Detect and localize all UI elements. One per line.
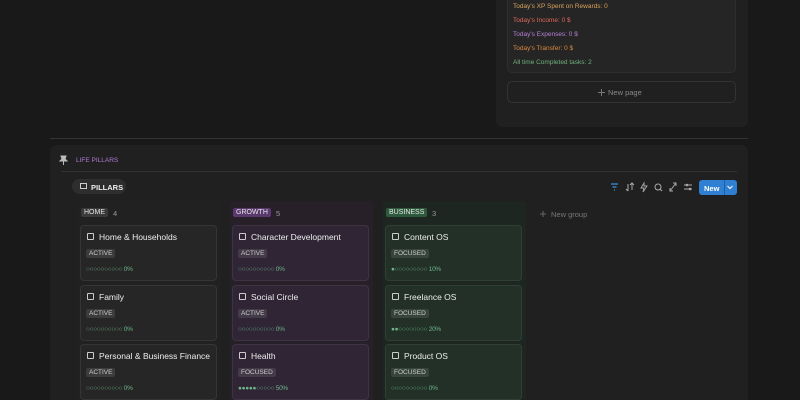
toolbar[interactable] (608, 181, 696, 193)
card-title: Product OS (404, 351, 448, 361)
card-icon (239, 233, 246, 240)
card-icon (392, 352, 399, 359)
new-group-label: New group (551, 210, 588, 219)
status-tag: ACTIVE (86, 249, 116, 258)
progress-bar: ○○○○○○○○○○ 0% (238, 266, 285, 273)
stat-line: Today's XP Spent on Rewards: 0 (513, 3, 608, 10)
card-title: Social Circle (251, 291, 299, 302)
status-tag: FOCUSED (238, 368, 276, 377)
new-page-button[interactable]: New page (507, 81, 736, 103)
card-title: Health (251, 351, 276, 361)
group-count: 3 (432, 209, 437, 218)
status-tag: FOCUSED (391, 249, 429, 258)
stat-line: Today's Expenses: 0 $ (513, 31, 578, 38)
pillar-card[interactable]: Personal & Business Finance ACTIVE ○○○○○○○… (80, 344, 217, 400)
card-icon (239, 352, 246, 359)
pillar-card[interactable]: Health FOCUSED ●●●●●○○○○○ 50% (232, 344, 369, 400)
group-count: 5 (276, 209, 281, 218)
group-tag[interactable]: HOME (81, 208, 108, 217)
pillar-card[interactable]: Freelance OS FOCUSED ●●○○○○○○○○ 20% (385, 284, 522, 341)
progress-bar: ●●●●●○○○○○ 50% (238, 385, 288, 392)
status-tag: ACTIVE (86, 368, 116, 377)
card-title: Character Development (251, 232, 341, 242)
new-button[interactable]: New (699, 180, 737, 195)
section-rule (62, 171, 737, 172)
divider (50, 138, 748, 139)
chevron (727, 185, 733, 190)
card-title: Home & Households (99, 232, 177, 242)
stat-line: All time Completed tasks: 2 (513, 59, 592, 66)
status-tag: ACTIVE (238, 308, 268, 318)
status-tag: FOCUSED (391, 368, 429, 377)
card-icon (87, 233, 94, 240)
stats-box (507, 0, 736, 73)
group-tag[interactable]: GROWTH (233, 208, 271, 217)
stat-line: Today's Transfer: 0 $ (513, 45, 574, 52)
progress-bar: ○○○○○○○○○○ 0% (391, 385, 438, 392)
card-title: Family (99, 291, 125, 302)
progress-bar: ●○○○○○○○○○ 10% (391, 266, 441, 273)
card-title: Freelance OS (404, 291, 457, 302)
card-icon (87, 292, 94, 300)
status-tag: ACTIVE (86, 308, 116, 318)
stat-line: Today's Income: 0 $ (513, 17, 571, 24)
card-icon (239, 292, 246, 300)
plus-icon (598, 89, 605, 96)
status-tag: FOCUSED (391, 308, 429, 318)
progress-bar: ○○○○○○○○○○ 0% (86, 325, 133, 333)
plus-icon (540, 211, 546, 217)
card-icon (392, 292, 399, 300)
progress-bar: ○○○○○○○○○○ 0% (86, 385, 133, 392)
card-icon (87, 352, 94, 359)
new-page-label: New page (608, 88, 642, 97)
pillar-card[interactable]: Family ACTIVE ○○○○○○○○○○ 0% (80, 284, 217, 341)
pin-icon (59, 155, 68, 165)
button-split (724, 180, 725, 195)
card-title: Content OS (404, 232, 449, 242)
pillar-card[interactable]: Content OS FOCUSED ●○○○○○○○○○ 10% (385, 225, 522, 281)
pillar-card[interactable]: Social Circle ACTIVE ○○○○○○○○○○ 0% (232, 284, 369, 341)
status-tag: ACTIVE (238, 249, 268, 258)
progress-bar: ○○○○○○○○○○ 0% (86, 266, 133, 273)
card-title: Personal & Business Finance (99, 351, 211, 361)
tab-icon (80, 183, 87, 189)
pillar-card[interactable]: Home & Households ACTIVE ○○○○○○○○○○ 0% (80, 225, 217, 281)
group-count: 4 (113, 209, 118, 218)
tab-label: PILLARS (91, 182, 124, 192)
pillar-card[interactable]: Product OS FOCUSED ○○○○○○○○○○ 0% (385, 344, 522, 400)
card-icon (392, 233, 399, 240)
pillar-card[interactable]: Character Development ACTIVE ○○○○○○○○○○ 0% (232, 225, 369, 281)
progress-bar: ○○○○○○○○○○ 0% (238, 325, 285, 333)
new-button-label: New (704, 183, 720, 193)
progress-bar: ●●○○○○○○○○ 20% (391, 325, 441, 333)
view-tab[interactable]: PILLARS (72, 179, 126, 194)
group-tag[interactable]: BUSINESS (386, 208, 428, 217)
section-title[interactable]: LIFE PILLARS (76, 157, 119, 164)
